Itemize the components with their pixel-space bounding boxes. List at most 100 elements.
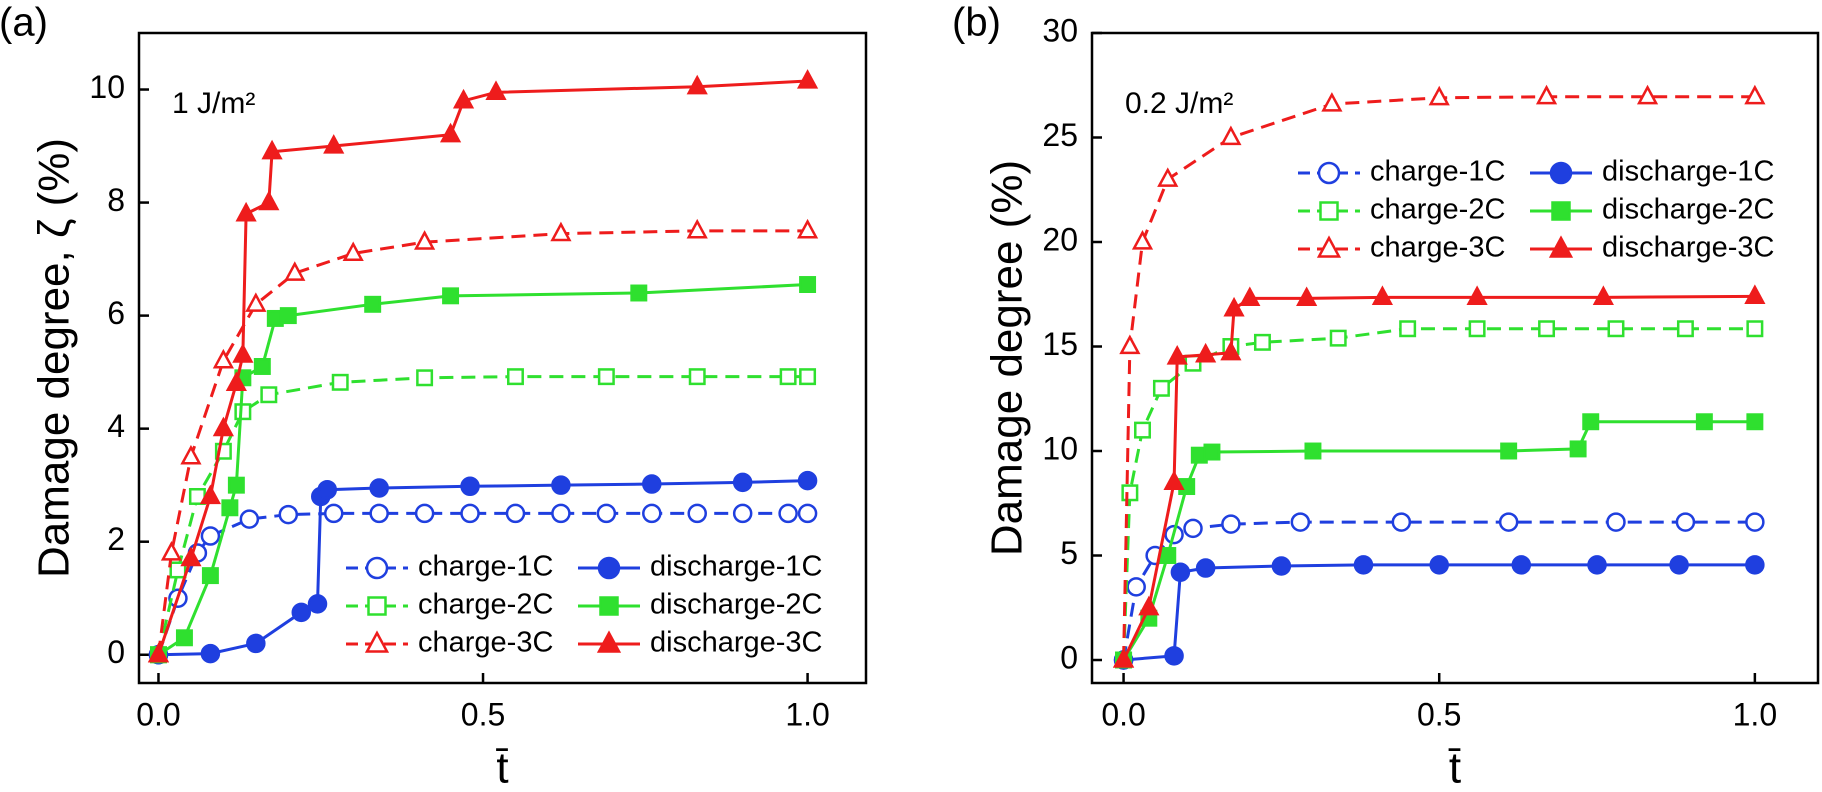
marker: [1134, 421, 1151, 439]
plot-frame: [1090, 31, 1820, 685]
marker: [261, 139, 283, 160]
marker: [147, 642, 170, 663]
marker: [1675, 512, 1696, 532]
marker: [686, 218, 708, 239]
marker: [1253, 333, 1271, 351]
marker: [1391, 512, 1412, 532]
x-tick-label: 0.0: [136, 696, 180, 732]
marker: [227, 476, 245, 494]
plot-frame: [137, 31, 868, 685]
marker: [1468, 320, 1486, 338]
marker: [1744, 284, 1766, 304]
marker: [201, 567, 219, 585]
legend-label: charge-2C: [418, 589, 553, 621]
marker: [278, 504, 299, 525]
marker: [1138, 595, 1160, 616]
marker: [331, 373, 349, 391]
marker: [200, 643, 221, 664]
marker: [245, 292, 267, 312]
marker: [1317, 161, 1341, 185]
marker: [1239, 286, 1261, 307]
x-tick-label: 1.0: [1733, 696, 1777, 732]
marker: [221, 499, 239, 517]
marker: [1549, 161, 1573, 185]
marker: [369, 478, 389, 498]
marker: [1164, 646, 1184, 666]
series-line: [1122, 327, 1755, 661]
marker: [642, 503, 662, 524]
x-tick-label: 0.5: [461, 696, 505, 732]
marker: [596, 630, 622, 653]
marker: [687, 503, 707, 524]
marker: [232, 343, 254, 363]
marker: [1195, 558, 1216, 578]
marker: [1152, 379, 1170, 397]
marker: [550, 221, 572, 242]
marker: [1695, 413, 1713, 431]
marker: [279, 307, 297, 325]
marker: [1428, 85, 1450, 106]
marker: [1745, 512, 1765, 532]
marker: [1498, 512, 1519, 532]
y-tick-label: 0: [1060, 639, 1078, 675]
annotation: 1 J/m²: [172, 87, 255, 120]
marker: [246, 633, 266, 654]
marker: [1538, 320, 1556, 338]
panel-label: (b): [952, 1, 1001, 45]
y-tick-label: 30: [1042, 12, 1078, 48]
marker: [1166, 344, 1188, 365]
marker: [367, 596, 387, 616]
marker: [1371, 285, 1393, 306]
marker: [732, 503, 753, 524]
marker: [1744, 84, 1766, 105]
legend-label: discharge-3C: [1602, 232, 1774, 264]
marker: [796, 69, 819, 89]
marker: [1329, 329, 1347, 347]
marker: [364, 295, 382, 313]
legend-label: charge-2C: [1370, 194, 1505, 226]
marker: [1126, 577, 1146, 597]
annotation: 0.2 J/m²: [1125, 87, 1233, 120]
marker: [235, 201, 257, 222]
marker: [342, 241, 364, 262]
marker: [796, 218, 819, 239]
marker: [551, 503, 571, 524]
marker: [1290, 512, 1311, 532]
legend-label: discharge-3C: [650, 627, 822, 659]
marker: [199, 484, 221, 505]
y-tick-label: 4: [107, 408, 125, 444]
marker: [1511, 555, 1532, 575]
marker: [253, 358, 271, 375]
marker: [180, 546, 202, 567]
marker: [365, 556, 389, 580]
marker: [1321, 92, 1343, 112]
marker: [1157, 167, 1179, 187]
marker: [1221, 514, 1241, 534]
y-tick-label: 2: [107, 521, 125, 557]
series-line: [1122, 95, 1755, 661]
marker: [414, 230, 436, 250]
marker: [1316, 235, 1342, 258]
marker: [364, 630, 390, 653]
marker: [452, 88, 475, 109]
marker: [1746, 413, 1764, 431]
marker: [779, 368, 797, 386]
marker: [485, 80, 507, 100]
marker: [260, 386, 278, 404]
legend-label: discharge-2C: [1602, 194, 1774, 226]
marker: [551, 475, 571, 495]
marker: [1745, 555, 1765, 575]
marker: [460, 476, 480, 497]
y-tick-label: 8: [107, 182, 125, 218]
x-tick-label: 0.0: [1101, 696, 1145, 732]
y-tick-label: 10: [1042, 430, 1078, 466]
marker: [1587, 555, 1607, 575]
marker: [1220, 125, 1242, 146]
marker: [1203, 443, 1221, 461]
y-axis-title: Damage degree, ζ (%): [30, 138, 79, 578]
y-tick-label: 15: [1042, 326, 1078, 362]
y-tick-label: 5: [1060, 535, 1078, 571]
marker: [1569, 440, 1587, 458]
marker: [599, 596, 619, 616]
